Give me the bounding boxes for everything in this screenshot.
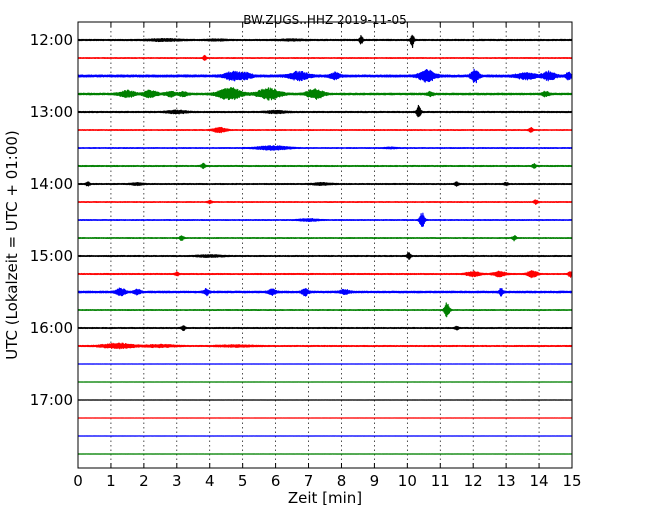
x-tick-label: 15: [562, 472, 581, 490]
seismic-trace-1600: [77, 325, 573, 332]
seismic-trace-1300: [77, 104, 573, 118]
x-tick-label: 5: [238, 472, 248, 490]
x-tick-label: 3: [172, 472, 182, 490]
x-tick-label: 7: [304, 472, 314, 490]
seismic-trace-1330: [77, 145, 573, 151]
vertical-grid: [110, 22, 540, 468]
x-tick-label: 8: [337, 472, 347, 490]
seismic-trace-1200: [77, 34, 573, 49]
seismic-trace-1615: [77, 342, 573, 350]
x-tick-label: 6: [271, 472, 281, 490]
y-axis-label: UTC (Lokalzeit = UTC + 01:00): [3, 130, 21, 360]
seismic-trace-1500: [77, 252, 573, 261]
seismic-trace-1445: [77, 235, 573, 242]
x-tick-label: 10: [398, 472, 417, 490]
seismic-trace-1400: [77, 181, 573, 187]
x-tick-label: 1: [106, 472, 116, 490]
seismic-trace-1315: [77, 126, 573, 134]
x-axis: 0 1 2 3 4 5 6 7 8 9 10 11 12 13 14 15: [73, 22, 582, 490]
y-tick-label: 14:00: [30, 175, 73, 193]
chart-title: BW.ZUGS..HHZ 2019-11-05: [243, 13, 406, 27]
x-tick-label: 4: [205, 472, 215, 490]
y-tick-label: 12:00: [30, 31, 73, 49]
x-tick-label: 9: [370, 472, 380, 490]
seismic-trace-1215: [77, 54, 573, 61]
y-tick-label: 16:00: [30, 319, 73, 337]
x-tick-label: 13: [497, 472, 516, 490]
trace-group: [77, 34, 573, 455]
x-tick-label: 11: [431, 472, 450, 490]
x-tick-label: 0: [73, 472, 83, 490]
seismic-trace-1530: [77, 287, 573, 297]
seismic-trace-1245: [77, 87, 573, 101]
y-tick-label: 15:00: [30, 247, 73, 265]
plot-frame: [77, 21, 573, 469]
seismic-trace-1545: [77, 302, 573, 318]
y-tick-label: 13:00: [30, 103, 73, 121]
y-axis: 12:00 13:00 14:00 15:00 16:00 17:00: [30, 31, 572, 409]
x-tick-label: 12: [464, 472, 483, 490]
seismic-trace-1345: [77, 162, 573, 170]
seismic-trace-1230: [77, 68, 573, 84]
y-tick-label: 17:00: [30, 391, 73, 409]
seismic-trace-1515: [77, 270, 573, 279]
x-tick-label: 2: [139, 472, 149, 490]
x-axis-label: Zeit [min]: [288, 489, 362, 507]
seismic-trace-1430: [77, 212, 573, 227]
x-tick-label: 14: [530, 472, 549, 490]
seismic-trace-1415: [77, 199, 573, 205]
